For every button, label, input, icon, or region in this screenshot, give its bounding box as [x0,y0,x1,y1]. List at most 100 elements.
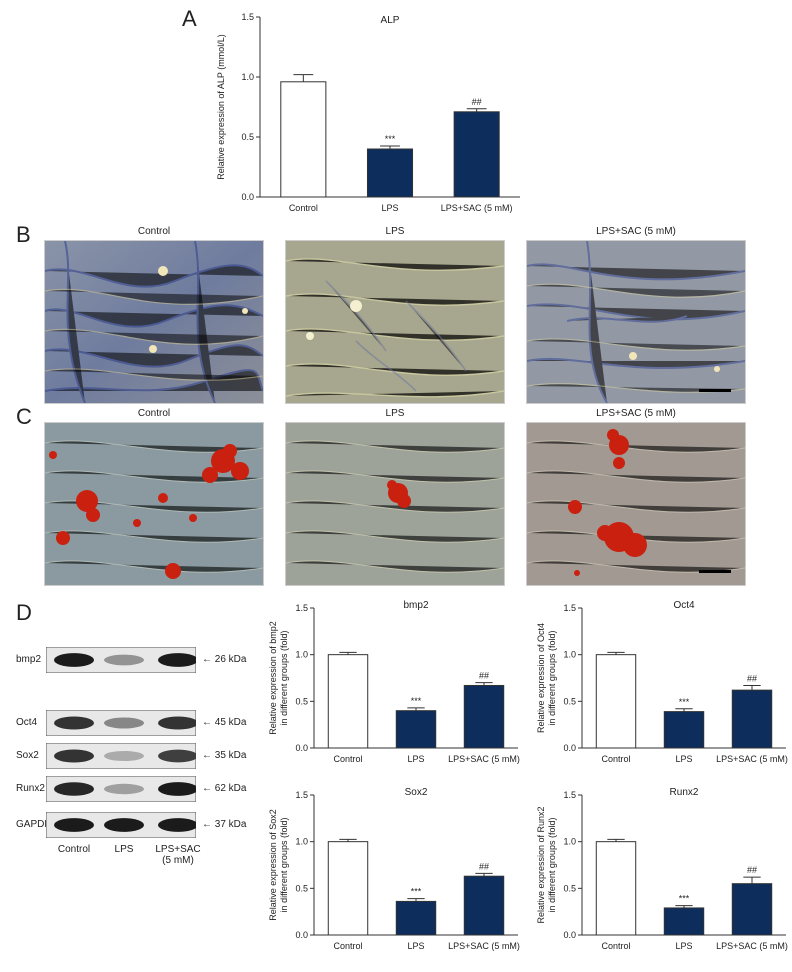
y-tick-label: 0.5 [241,132,254,142]
bmp2-bar-chart: bmp2 Relative expression of bmp2 in differ… [268,600,520,764]
y-tick-label: 1.0 [241,72,254,82]
y-axis-label: Relative expression of ALP (mmol/L) [216,34,226,179]
significance-mark: ## [479,671,489,681]
blot-lane-label: LPS+SAC (5 mM) [155,844,201,866]
kda-value: 45 kDa [214,717,247,728]
y-tick-label: 0.5 [295,883,308,893]
y-tick-label: 1.5 [563,603,576,613]
blot-band [54,716,94,730]
blot-kda-label: ← 45 kDa [202,717,246,728]
y-tick-label: 1.0 [295,837,308,847]
y-axis-label: in different groups (fold) [279,818,289,913]
kda-value: 26 kDa [214,654,247,665]
significance-mark: *** [411,887,422,897]
y-tick-label: 0.0 [563,743,576,753]
y-tick-label: 1.0 [563,650,576,660]
blot-band [158,749,196,763]
y-axis-label: Relative expression of Runx2 [536,806,546,923]
kda-value: 37 kDa [214,819,247,830]
micrograph-c-lps [285,422,505,586]
blot-kda-label: ← 37 kDa [202,819,246,830]
significance-mark: ## [747,673,757,683]
bar-2 [731,689,773,749]
y-tick-label: 0.5 [563,883,576,893]
bar-0 [595,654,637,749]
panel-letter-d: D [16,600,32,625]
x-tick-label: LPS [675,941,692,951]
micrograph-b-lps-sac-label: LPS+SAC (5 mM) [596,226,676,237]
bar-1 [395,900,437,936]
blot-strip [46,710,196,736]
bar-0 [327,841,369,936]
chart-title: Runx2 [670,787,699,798]
sox2-bar-chart: Sox2 Relative expression of Sox2 in differ… [268,787,520,951]
arrow-left-icon: ← [202,750,215,761]
blot-band [158,716,196,730]
blot-row-label: Sox2 [16,750,39,761]
x-tick-label: LPS [381,203,398,213]
x-tick-label: LPS [407,754,424,764]
chart-title: Oct4 [673,600,695,611]
blot-band [104,717,144,729]
blot-band [158,818,196,832]
blot-band [158,782,196,796]
micrograph-b-control-label: Control [137,226,171,237]
x-tick-label: LPS [407,941,424,951]
blot-band [54,782,94,796]
y-tick-label: 1.5 [295,790,308,800]
blot-row-label: bmp2 [16,654,42,665]
bar-0 [280,81,327,198]
y-axis-label: Relative expression of Sox2 [268,809,278,921]
micrograph-c-lps-sac [526,422,746,586]
arrow-left-icon: ← [202,717,215,728]
micrograph-b-control [44,240,264,404]
significance-mark: ## [747,865,757,875]
x-tick-label: LPS [675,754,692,764]
y-tick-label: 1.0 [295,650,308,660]
significance-mark: *** [679,894,690,904]
y-tick-label: 0.0 [563,930,576,940]
blot-kda-label: ← 26 kDa [202,654,246,665]
x-tick-label: Control [289,203,318,213]
micrograph-b-lps-sac [526,240,746,404]
x-tick-label: LPS+SAC (5 mM) [716,754,788,764]
micrograph-b-lps [285,240,505,404]
blot-kda-label: ← 35 kDa [202,750,246,761]
chart-title: bmp2 [403,600,428,611]
chart-title: Sox2 [405,787,428,798]
blot-strip [46,743,196,769]
micrograph-c-control-label: Control [137,408,171,419]
scale-bar [699,570,731,573]
micrograph-c-lps-sac-label: LPS+SAC (5 mM) [596,408,676,419]
significance-mark: *** [411,696,422,706]
bar-1 [663,711,705,749]
x-tick-label: Control [601,941,630,951]
y-tick-label: 1.5 [241,12,254,22]
x-tick-label: LPS+SAC (5 mM) [448,941,520,951]
y-tick-label: 0.0 [295,743,308,753]
bar-1 [395,710,437,749]
micrograph-c-lps-label: LPS [385,408,405,419]
x-tick-label: LPS+SAC (5 mM) [716,941,788,951]
alp-bar-chart: ALP Relative expression of ALP (mmol/L) 0.… [216,12,520,213]
chart-title: ALP [381,15,400,26]
bar-1 [366,148,414,198]
bar-2 [453,111,500,198]
blot-kda-label: ← 62 kDa [202,783,246,794]
blot-band [54,818,94,832]
significance-mark: ## [472,97,482,107]
x-tick-label: Control [601,754,630,764]
blot-band [104,654,144,666]
y-tick-label: 1.0 [563,837,576,847]
y-tick-label: 1.5 [295,603,308,613]
kda-value: 62 kDa [214,783,247,794]
micrograph-b-lps-label: LPS [385,226,405,237]
x-tick-label: LPS+SAC (5 mM) [441,203,513,213]
bar-2 [731,883,773,936]
significance-mark: *** [679,697,690,707]
y-tick-label: 0.5 [563,696,576,706]
runx2-bar-chart: Runx2 Relative expression of Runx2 in diff… [536,787,788,951]
blot-band [158,653,196,667]
bar-2 [463,875,505,936]
y-axis-label: Relative expression of Oct4 [536,623,546,733]
